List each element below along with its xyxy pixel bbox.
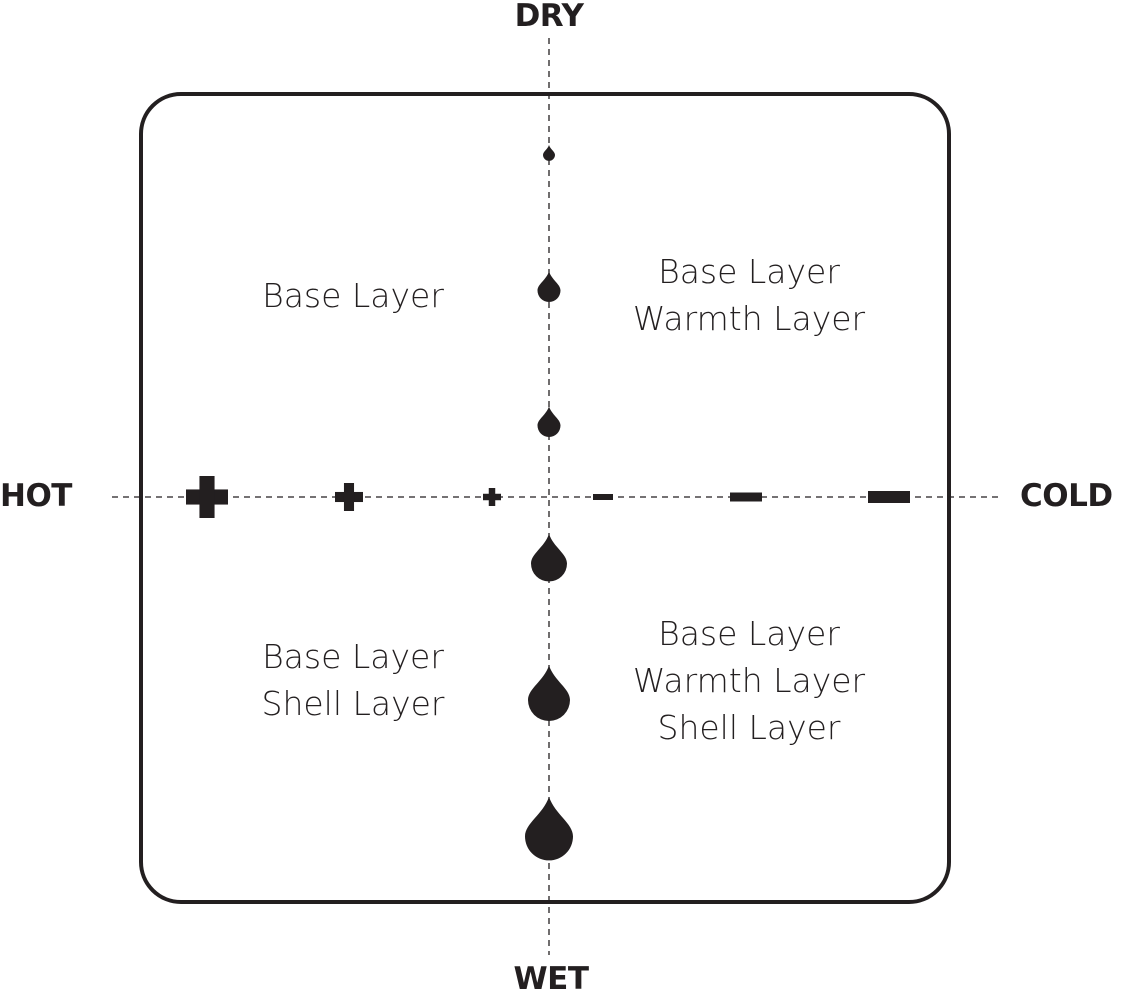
plus-icon-bar: [488, 488, 496, 506]
dry-drop-icon: [543, 144, 555, 161]
plus-icon: [335, 483, 363, 511]
layer-label: Warmth Layer: [632, 299, 866, 338]
layer-label: Base Layer: [658, 614, 840, 653]
minus-icon: [593, 494, 613, 500]
quadrant-dry-cold: Base Layer Warmth Layer: [633, 248, 865, 342]
dry-drop-icon: [537, 271, 561, 302]
axis-label-dry: DRY: [514, 0, 584, 34]
layer-label: Base Layer: [262, 637, 444, 676]
dry-drop-icon: [537, 406, 561, 437]
plus-icon: [186, 476, 228, 518]
layer-label: Warmth Layer: [632, 661, 866, 700]
quadrant-wet-cold: Base Layer Warmth Layer Shell Layer: [633, 610, 865, 751]
plus-icon-bar: [199, 476, 215, 518]
minus-icon: [730, 492, 762, 502]
axis-label-cold: COLD: [1020, 478, 1113, 514]
layer-label: Shell Layer: [657, 708, 841, 747]
wet-drop-icon: [531, 533, 567, 582]
wet-drop-icon: [525, 796, 573, 861]
plus-icon: [483, 488, 501, 506]
layer-label: Base Layer: [262, 276, 444, 315]
layer-label: Base Layer: [658, 252, 840, 291]
frame: [139, 92, 951, 904]
quadrant-wet-hot: Base Layer Shell Layer: [262, 633, 445, 727]
axis-label-wet: WET: [513, 961, 589, 997]
axis-label-hot: HOT: [0, 478, 72, 514]
quadrant-dry-hot: Base Layer: [262, 272, 444, 319]
plus-icon-bar: [343, 483, 355, 511]
minus-icon: [868, 491, 910, 503]
layer-label: Shell Layer: [261, 684, 445, 723]
wet-drop-icon: [528, 665, 570, 721]
